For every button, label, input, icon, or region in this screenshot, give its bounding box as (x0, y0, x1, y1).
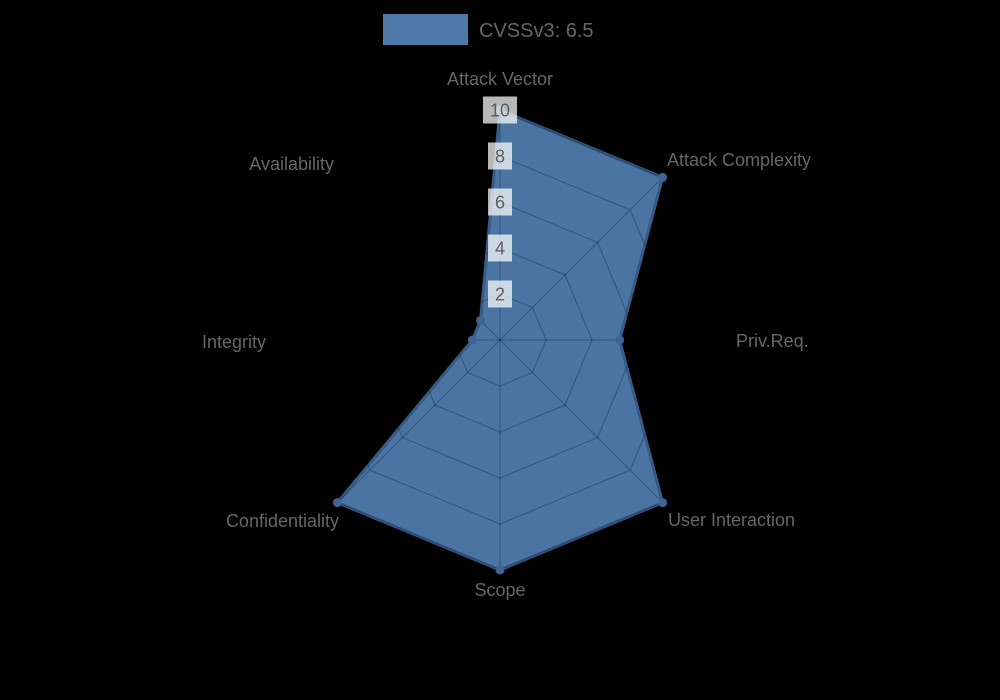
tick-10: 10 (483, 96, 517, 124)
grid-ring (407, 247, 593, 433)
grid-spoke (336, 339, 501, 504)
grid-ring (315, 155, 685, 525)
legend-swatch (383, 14, 468, 45)
tick-8: 8 (488, 142, 512, 170)
tick-label-4: 4 (495, 239, 505, 259)
grid-spoke (499, 176, 664, 341)
tick-label-6: 6 (495, 193, 505, 213)
tick-6: 6 (488, 188, 512, 216)
tick-backdrop (488, 234, 512, 262)
data-point (615, 335, 625, 345)
data-point (658, 172, 668, 182)
axis-label-user-interaction: User Interaction (668, 510, 795, 530)
grid-spoke (499, 339, 664, 504)
tick-backdrop (483, 96, 517, 124)
axis-label-attack-complexity: Attack Complexity (667, 150, 811, 170)
tick-backdrop (488, 142, 512, 170)
axis-label-priv-req: Priv.Req. (736, 331, 809, 351)
grid-ring (453, 293, 547, 387)
tick-label-10: 10 (490, 101, 510, 121)
tick-label-8: 8 (495, 147, 505, 167)
data-point (476, 316, 485, 325)
axis-label-availability: Availability (249, 154, 334, 174)
axis-label-integrity: Integrity (202, 332, 266, 352)
tick-label-2: 2 (495, 285, 505, 305)
data-point (332, 498, 342, 508)
axis-labels: Attack Vector Attack Complexity Priv.Req… (202, 69, 811, 600)
legend-label: CVSSv3: 6.5 (479, 20, 594, 42)
grid-ring (361, 201, 639, 479)
radar-grid (269, 109, 731, 571)
data-point (495, 565, 505, 575)
axis-label-attack-vector: Attack Vector (447, 69, 553, 89)
tick-backdrop (488, 280, 512, 308)
radial-tick-labels: 2 4 6 8 10 (483, 96, 517, 308)
axis-label-confidentiality: Confidentiality (226, 511, 339, 531)
data-point (467, 335, 477, 345)
tick-4: 4 (488, 234, 512, 262)
axis-label-scope: Scope (474, 580, 525, 600)
tick-backdrop (488, 188, 512, 216)
data-point (658, 498, 668, 508)
legend-item[interactable]: CVSSv3: 6.5 (383, 14, 594, 45)
grid-spoke (336, 176, 501, 341)
tick-2: 2 (488, 280, 512, 308)
